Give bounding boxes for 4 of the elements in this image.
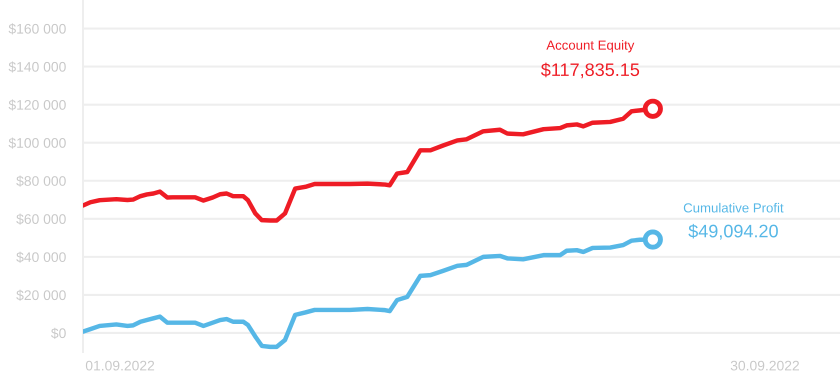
data-label: $49,094.20 <box>688 224 778 240</box>
data-label: $117,835.15 <box>540 62 640 78</box>
text: Account Equity <box>546 40 634 52</box>
text: Cumulative Profit <box>684 202 784 213</box>
